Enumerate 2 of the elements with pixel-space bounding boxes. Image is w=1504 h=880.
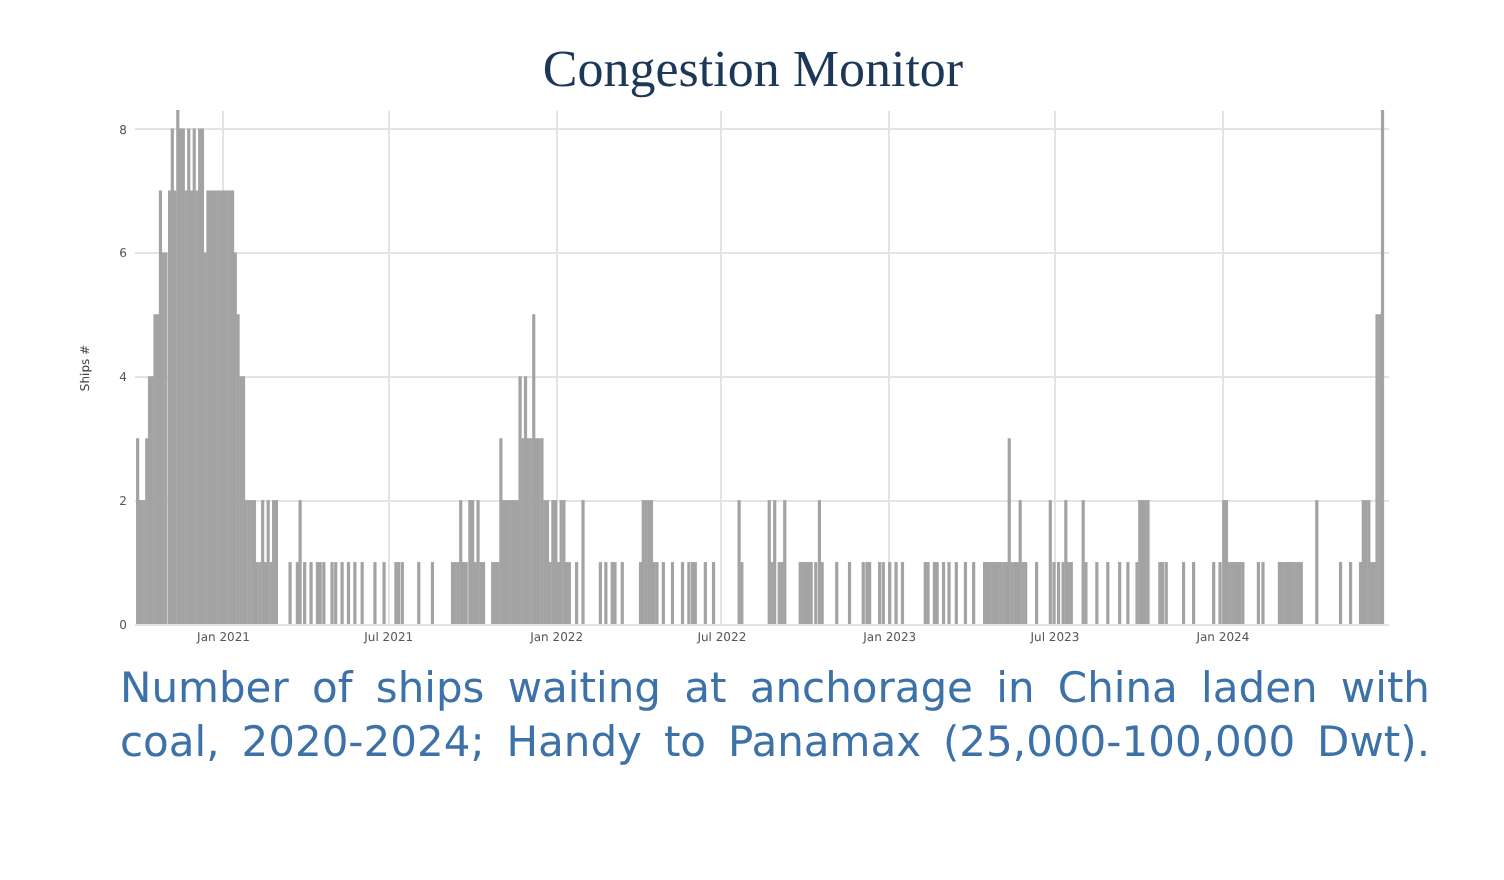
text: Number of ships waiting at anchorage in China laden with coal, 2020-2024; Handy to Panamax (25,000-100,000 Dwt). [120, 662, 1430, 770]
chart-title: Congestion Monitor [542, 40, 964, 98]
